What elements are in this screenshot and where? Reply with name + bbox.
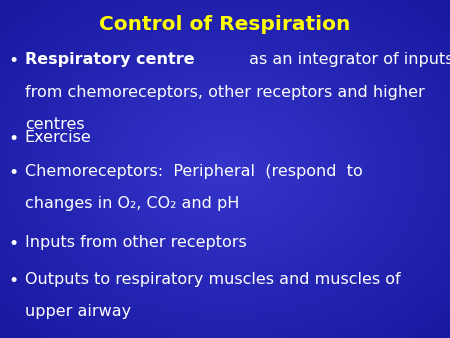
Text: as an integrator of inputs: as an integrator of inputs [243,52,450,67]
Text: Inputs from other receptors: Inputs from other receptors [25,235,247,250]
Text: changes in O₂, CO₂ and pH: changes in O₂, CO₂ and pH [25,196,239,211]
Text: •: • [8,272,18,290]
Text: •: • [8,130,18,148]
Text: upper airway: upper airway [25,304,131,319]
Text: •: • [8,235,18,253]
Text: from chemoreceptors, other receptors and higher: from chemoreceptors, other receptors and… [25,84,424,99]
Text: Exercise: Exercise [25,130,91,145]
Text: Respiratory centre: Respiratory centre [25,52,194,67]
Text: centres: centres [25,117,85,131]
Text: Chemoreceptors:  Peripheral  (respond  to: Chemoreceptors: Peripheral (respond to [25,164,363,179]
Text: Outputs to respiratory muscles and muscles of: Outputs to respiratory muscles and muscl… [25,272,400,287]
Text: •: • [8,52,18,70]
Text: Control of Respiration: Control of Respiration [99,15,351,34]
Text: •: • [8,164,18,182]
